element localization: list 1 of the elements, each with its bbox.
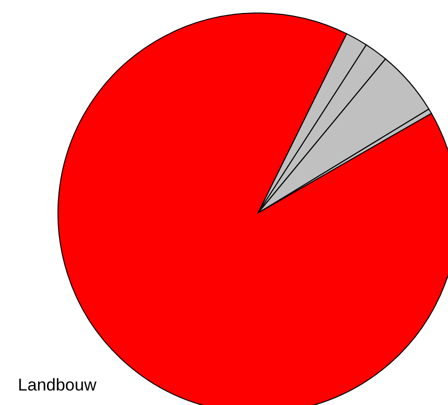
slice-label: Landbouw xyxy=(18,375,98,394)
